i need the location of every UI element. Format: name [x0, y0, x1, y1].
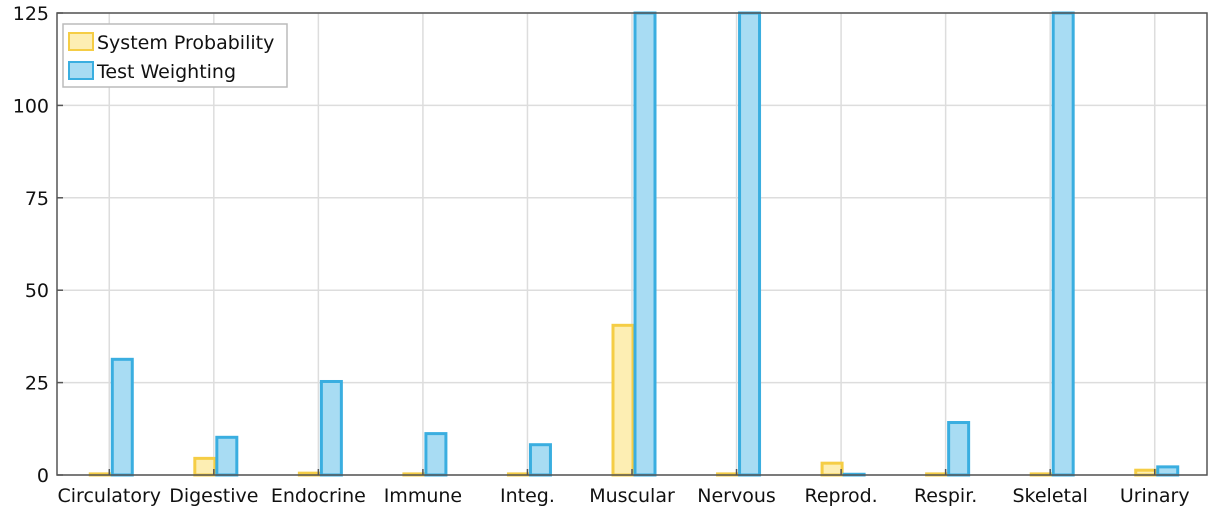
- x-tick-label: Muscular: [589, 485, 675, 507]
- bar-system-probability-digestive: [193, 456, 217, 477]
- y-tick-label: 50: [25, 280, 49, 302]
- y-tick-label: 0: [37, 465, 49, 487]
- x-tick-label: Reprod.: [804, 485, 877, 507]
- bar-test-weighting-immune: [424, 432, 448, 477]
- y-tick-label: 125: [13, 3, 49, 25]
- x-tick-label: Immune: [384, 485, 462, 507]
- bar-test-weighting-respir: [947, 421, 971, 477]
- y-axis-ticks: 0 25 50 75 100 125: [13, 3, 63, 487]
- bars: [88, 11, 1180, 477]
- x-tick-label: Urinary: [1120, 485, 1190, 507]
- bar-test-weighting-circulatory: [110, 357, 134, 477]
- x-tick-label: Respir.: [914, 485, 977, 507]
- legend-label: System Probability: [97, 32, 274, 54]
- y-tick-label: 25: [25, 373, 49, 395]
- legend: System Probability Test Weighting: [62, 23, 288, 88]
- legend-swatch: [68, 61, 94, 80]
- legend-swatch: [68, 32, 94, 51]
- x-axis-ticks: Circulatory Digestive Endocrine Immune Integ…: [58, 469, 1190, 507]
- bar-test-weighting-urinary: [1156, 465, 1180, 477]
- bar-system-probability-reprod: [820, 461, 844, 477]
- y-tick-label: 100: [13, 95, 49, 117]
- legend-box: [62, 23, 288, 88]
- legend-label: Test Weighting: [96, 61, 236, 83]
- bar-test-weighting-endocrine: [319, 379, 343, 477]
- bar-test-weighting-integ: [528, 443, 552, 477]
- x-tick-label: Digestive: [169, 485, 258, 507]
- x-tick-label: Endocrine: [271, 485, 366, 507]
- bar-test-weighting-skeletal: [1051, 11, 1075, 477]
- x-tick-label: Nervous: [697, 485, 776, 507]
- x-tick-label: Circulatory: [58, 485, 161, 507]
- bar-test-weighting-muscular: [633, 11, 657, 477]
- bar-test-weighting-nervous: [738, 11, 762, 477]
- x-tick-label: Skeletal: [1012, 485, 1087, 507]
- bar-test-weighting-digestive: [215, 435, 239, 477]
- x-tick-label: Integ.: [500, 485, 555, 507]
- bar-system-probability-muscular: [611, 323, 635, 477]
- y-tick-label: 75: [25, 188, 49, 210]
